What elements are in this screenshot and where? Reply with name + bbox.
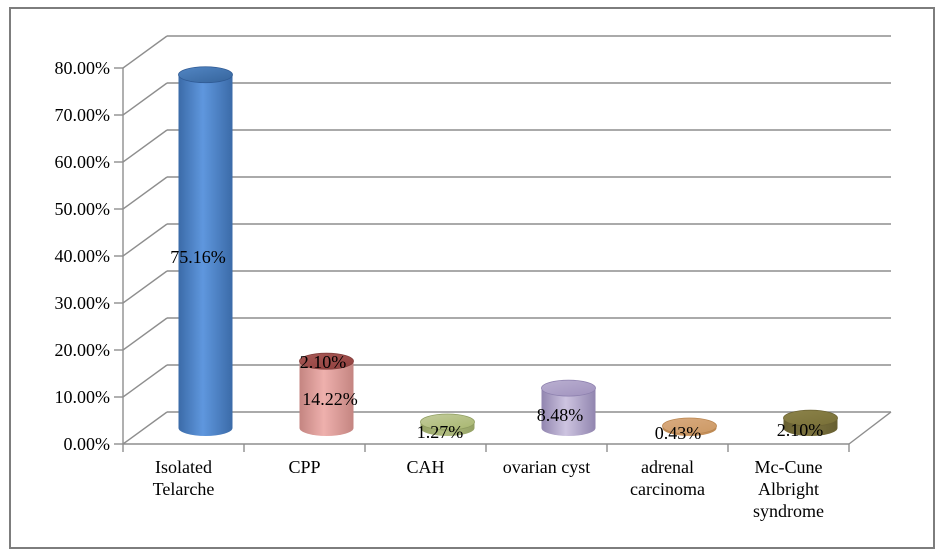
gridline-depth	[122, 129, 168, 163]
y-axis-label: 0.00%	[64, 434, 111, 454]
y-axis-label: 80.00%	[55, 58, 111, 78]
data-label: 1.27%	[417, 422, 464, 442]
gridline-depth	[122, 176, 168, 210]
gridline-depth	[122, 82, 168, 116]
category-label: syndrome	[753, 501, 824, 521]
data-label: 0.43%	[655, 423, 702, 443]
category-label: Telarche	[153, 479, 215, 499]
bar-body	[178, 74, 233, 437]
category-label: adrenal	[641, 457, 694, 477]
bar-top-ellipse	[299, 352, 354, 370]
gridline-depth	[122, 270, 168, 304]
data-label: 2.10%	[777, 420, 824, 440]
y-axis-label: 50.00%	[55, 199, 111, 219]
data-label: 14.22%	[302, 389, 358, 409]
category-label: CPP	[288, 457, 320, 477]
y-axis-label: 20.00%	[55, 340, 111, 360]
category-label: CAH	[406, 457, 444, 477]
bar-top-ellipse	[541, 379, 596, 397]
bar-body	[541, 388, 596, 436]
gridline-depth	[122, 364, 168, 398]
category-label: carcinoma	[630, 479, 705, 499]
category-label: Albright	[758, 479, 819, 499]
bar-top-ellipse	[178, 66, 233, 84]
gridline-depth	[122, 35, 168, 69]
extra-data-label: 2.10%	[300, 352, 347, 372]
gridline-depth	[122, 223, 168, 257]
bar-cylinder-isolated-telarche	[178, 66, 233, 437]
bar-cylinder-cpp	[299, 352, 354, 436]
data-label: 8.48%	[537, 405, 584, 425]
category-label: ovarian cyst	[503, 457, 590, 477]
data-label: 75.16%	[170, 247, 226, 267]
bar-top-ellipse	[662, 417, 717, 435]
bar-cylinder-ovarian-cyst	[541, 379, 596, 436]
y-axis-label: 60.00%	[55, 152, 111, 172]
floor-right-edge	[848, 411, 892, 445]
y-axis-label: 30.00%	[55, 293, 111, 313]
bar-body	[299, 361, 354, 436]
bar-cylinder-cah	[420, 413, 475, 436]
y-axis-label: 70.00%	[55, 105, 111, 125]
category-label: Isolated	[155, 457, 212, 477]
bar-top-ellipse	[783, 409, 838, 427]
y-axis-label: 40.00%	[55, 246, 111, 266]
category-label: Mc-Cune	[755, 457, 823, 477]
gridline-depth	[122, 411, 168, 445]
y-axis-label: 10.00%	[55, 387, 111, 407]
bar-top-ellipse	[420, 413, 475, 431]
gridline-depth	[122, 317, 168, 351]
bar-cylinder-adrenal-carcinoma	[662, 417, 717, 436]
chart-frame	[9, 7, 935, 549]
bar-cylinder-mc-cune-albright-syndrome	[783, 409, 838, 436]
